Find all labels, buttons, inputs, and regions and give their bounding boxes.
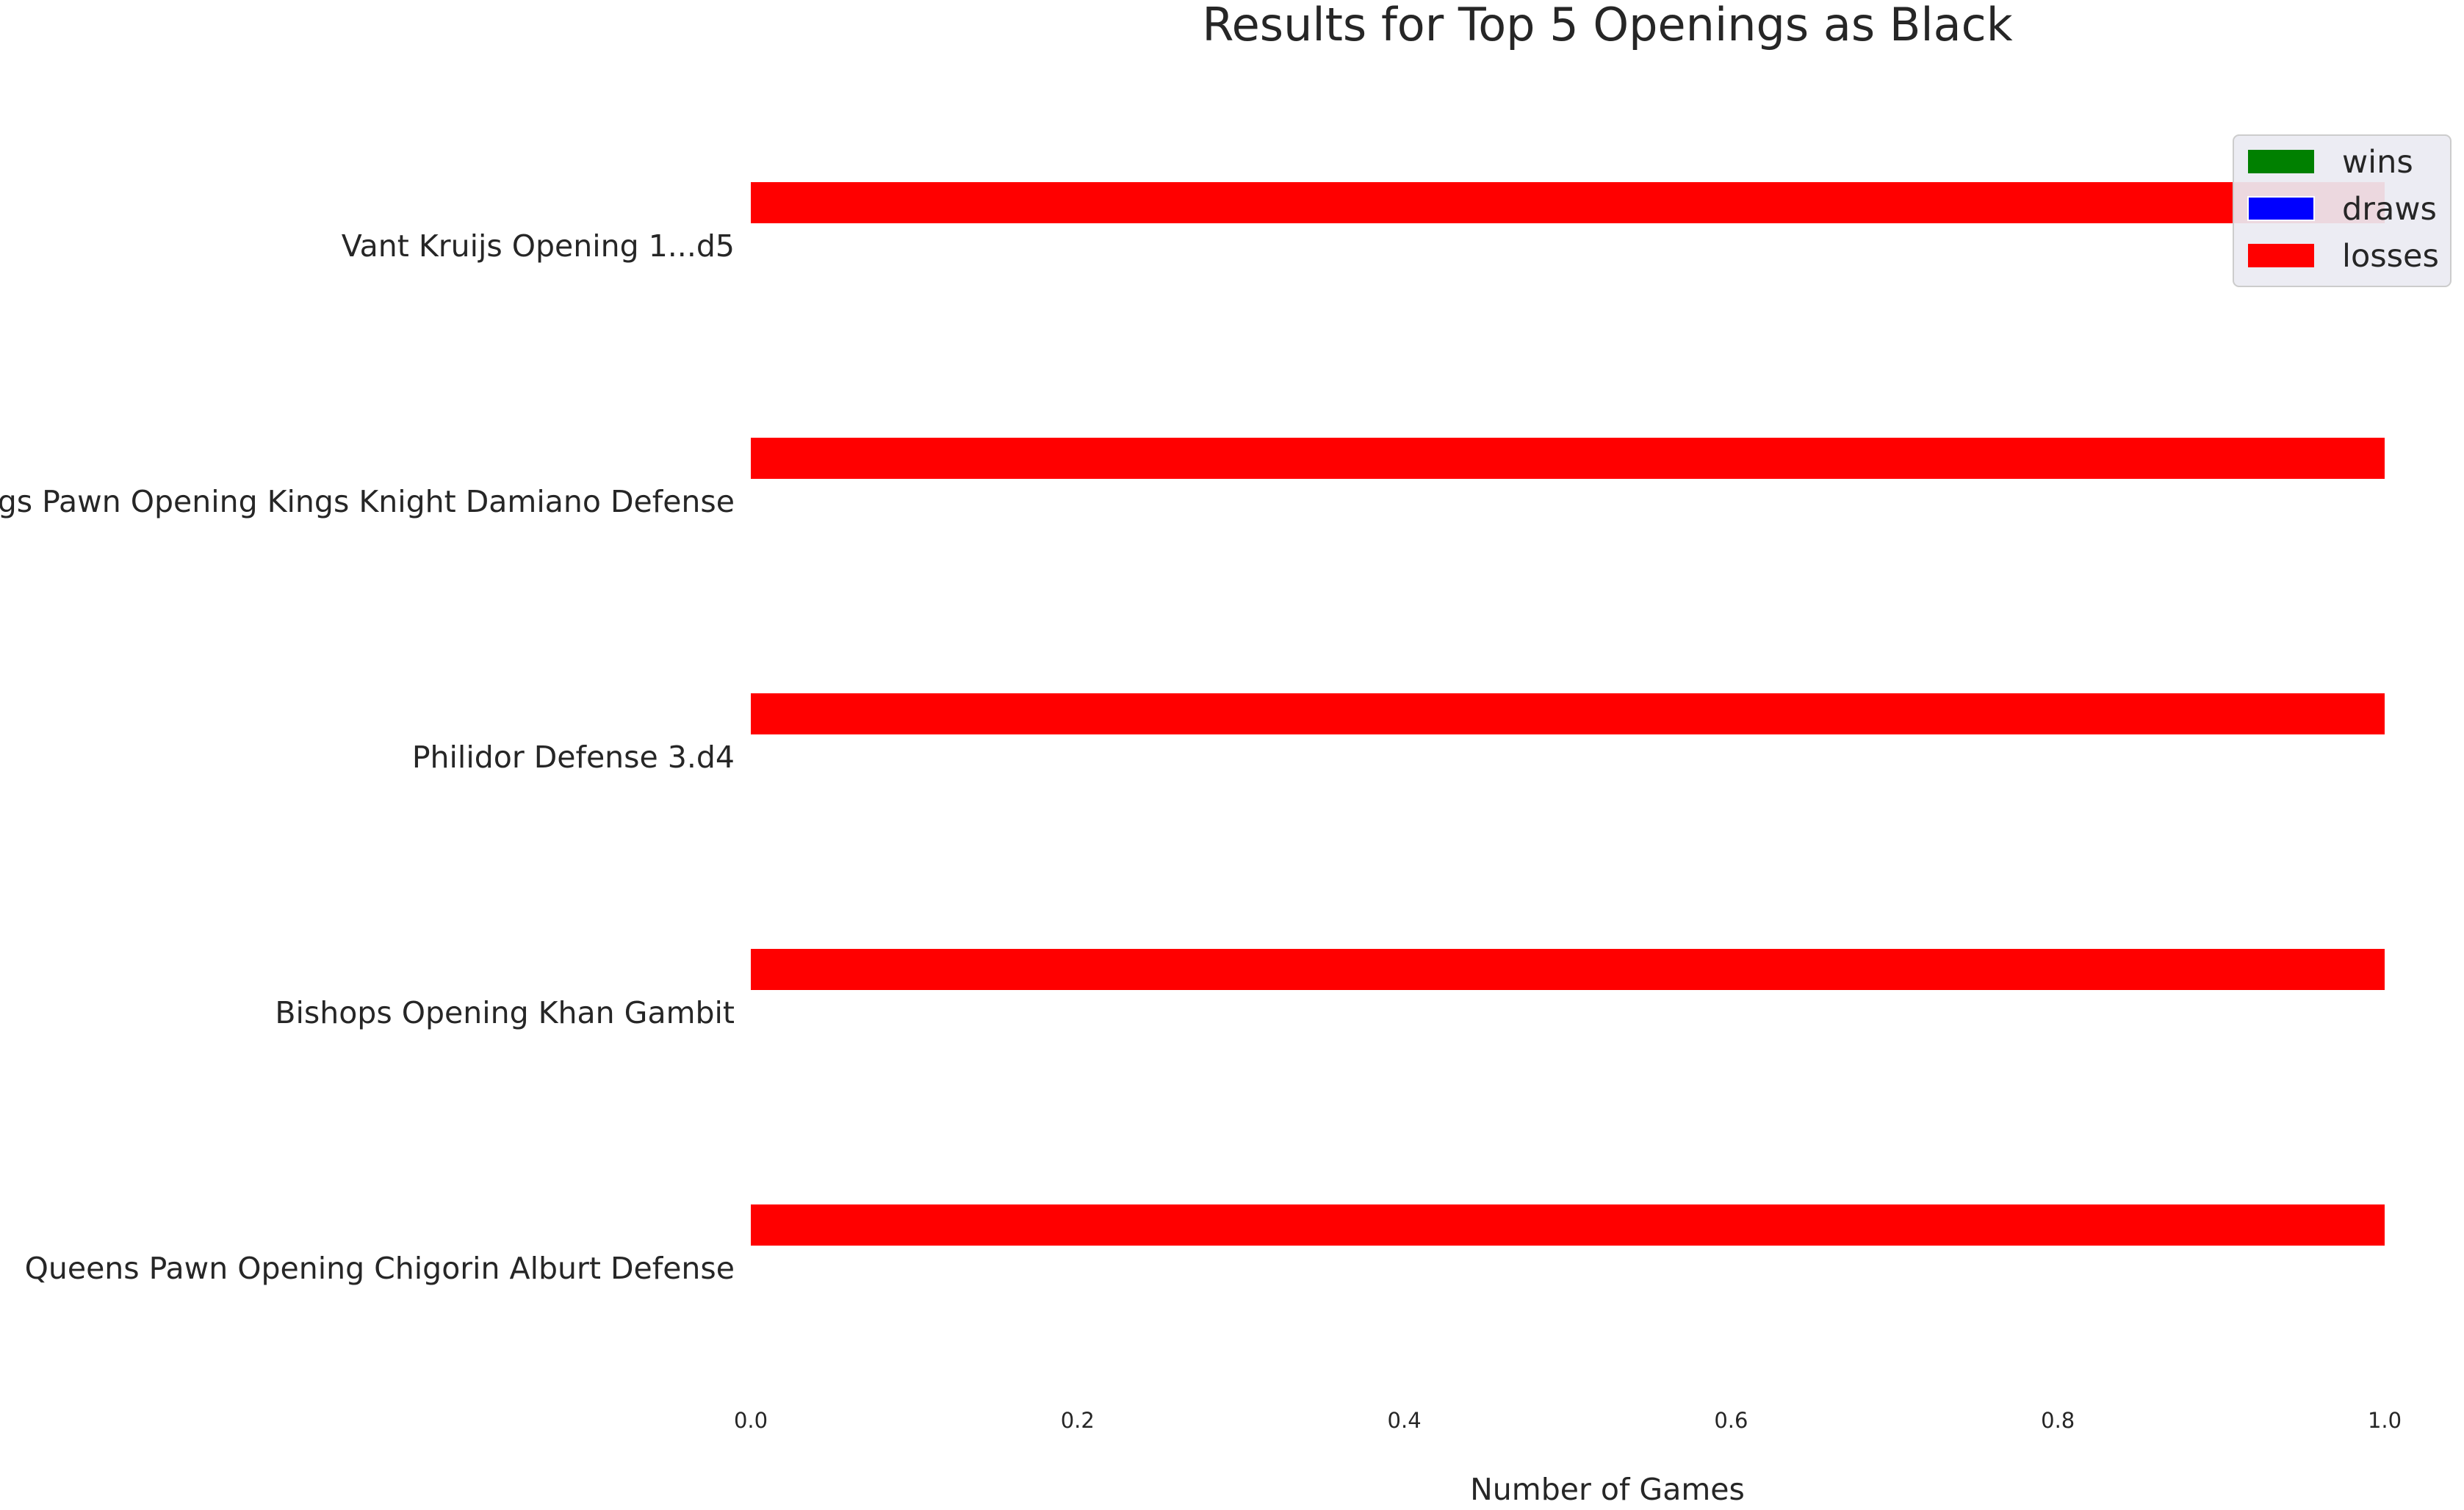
legend-swatch: [2248, 244, 2314, 267]
bar-losses: [751, 438, 2385, 479]
legend: wins draws losses: [2233, 134, 2452, 287]
bars: [751, 182, 2385, 1246]
category-label: Philidor Defense 3.d4: [412, 740, 735, 775]
x-axis-ticks: 0.0 0.2 0.4 0.6 0.8 1.0: [734, 1408, 2402, 1433]
category-labels: Vant Kruijs Opening 1...d5 Kings Pawn Ope…: [0, 228, 735, 1286]
category-label: Bishops Opening Khan Gambit: [275, 995, 735, 1030]
category-label: Queens Pawn Opening Chigorin Alburt Defe…: [25, 1251, 735, 1286]
x-axis-label: Number of Games: [1470, 1472, 1745, 1507]
x-tick-label: 0.6: [1714, 1408, 1748, 1433]
legend-swatch: [2248, 150, 2314, 173]
bar-losses: [751, 182, 2385, 223]
legend-label: losses: [2342, 238, 2439, 275]
bar-losses: [751, 1204, 2385, 1246]
chart-title: Results for Top 5 Openings as Black: [1202, 0, 2012, 51]
legend-swatch: [2247, 196, 2315, 221]
bar-losses: [751, 949, 2385, 990]
x-tick-label: 1.0: [2368, 1408, 2402, 1433]
bar-losses: [751, 693, 2385, 734]
x-tick-label: 0.8: [2041, 1408, 2075, 1433]
x-tick-label: 0.2: [1061, 1408, 1095, 1433]
category-label: Vant Kruijs Opening 1...d5: [342, 228, 735, 264]
x-tick-label: 0.0: [734, 1408, 768, 1433]
category-label: Kings Pawn Opening Kings Knight Damiano …: [0, 484, 735, 519]
legend-label: wins: [2342, 144, 2413, 181]
x-tick-label: 0.4: [1388, 1408, 1422, 1433]
legend-label: draws: [2342, 191, 2437, 228]
